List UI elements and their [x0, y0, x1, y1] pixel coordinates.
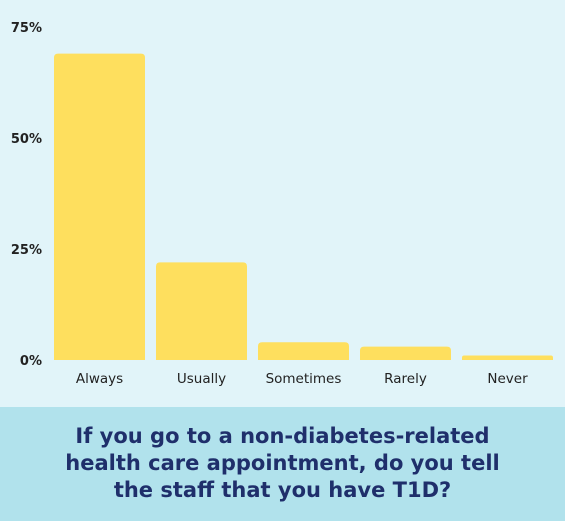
y-axis: 0% 25% 50% 75% [11, 21, 42, 369]
bar-usually [156, 262, 247, 360]
bar-chart: 0% 25% 50% 75% Always Usually Sometimes Rarely… [11, 21, 553, 387]
bar-rarely [360, 346, 451, 360]
bar-sometimes [258, 342, 349, 360]
question-caption: If you go to a non-diabetes-related heal… [0, 407, 565, 521]
x-axis: Always Usually Sometimes Rarely Never [76, 371, 528, 387]
question-text: If you go to a non-diabetes-related heal… [65, 423, 500, 502]
y-tick-label: 50% [11, 132, 42, 147]
bars [54, 53, 553, 360]
bar-never [462, 355, 553, 360]
y-tick-label: 0% [20, 354, 42, 369]
x-tick-label: Usually [177, 371, 226, 387]
x-tick-label: Never [487, 371, 528, 387]
y-tick-label: 75% [11, 21, 42, 36]
y-tick-label: 25% [11, 243, 42, 258]
x-tick-label: Sometimes [266, 371, 342, 387]
x-tick-label: Rarely [384, 371, 427, 387]
bar-always [54, 53, 145, 360]
x-tick-label: Always [76, 371, 123, 387]
